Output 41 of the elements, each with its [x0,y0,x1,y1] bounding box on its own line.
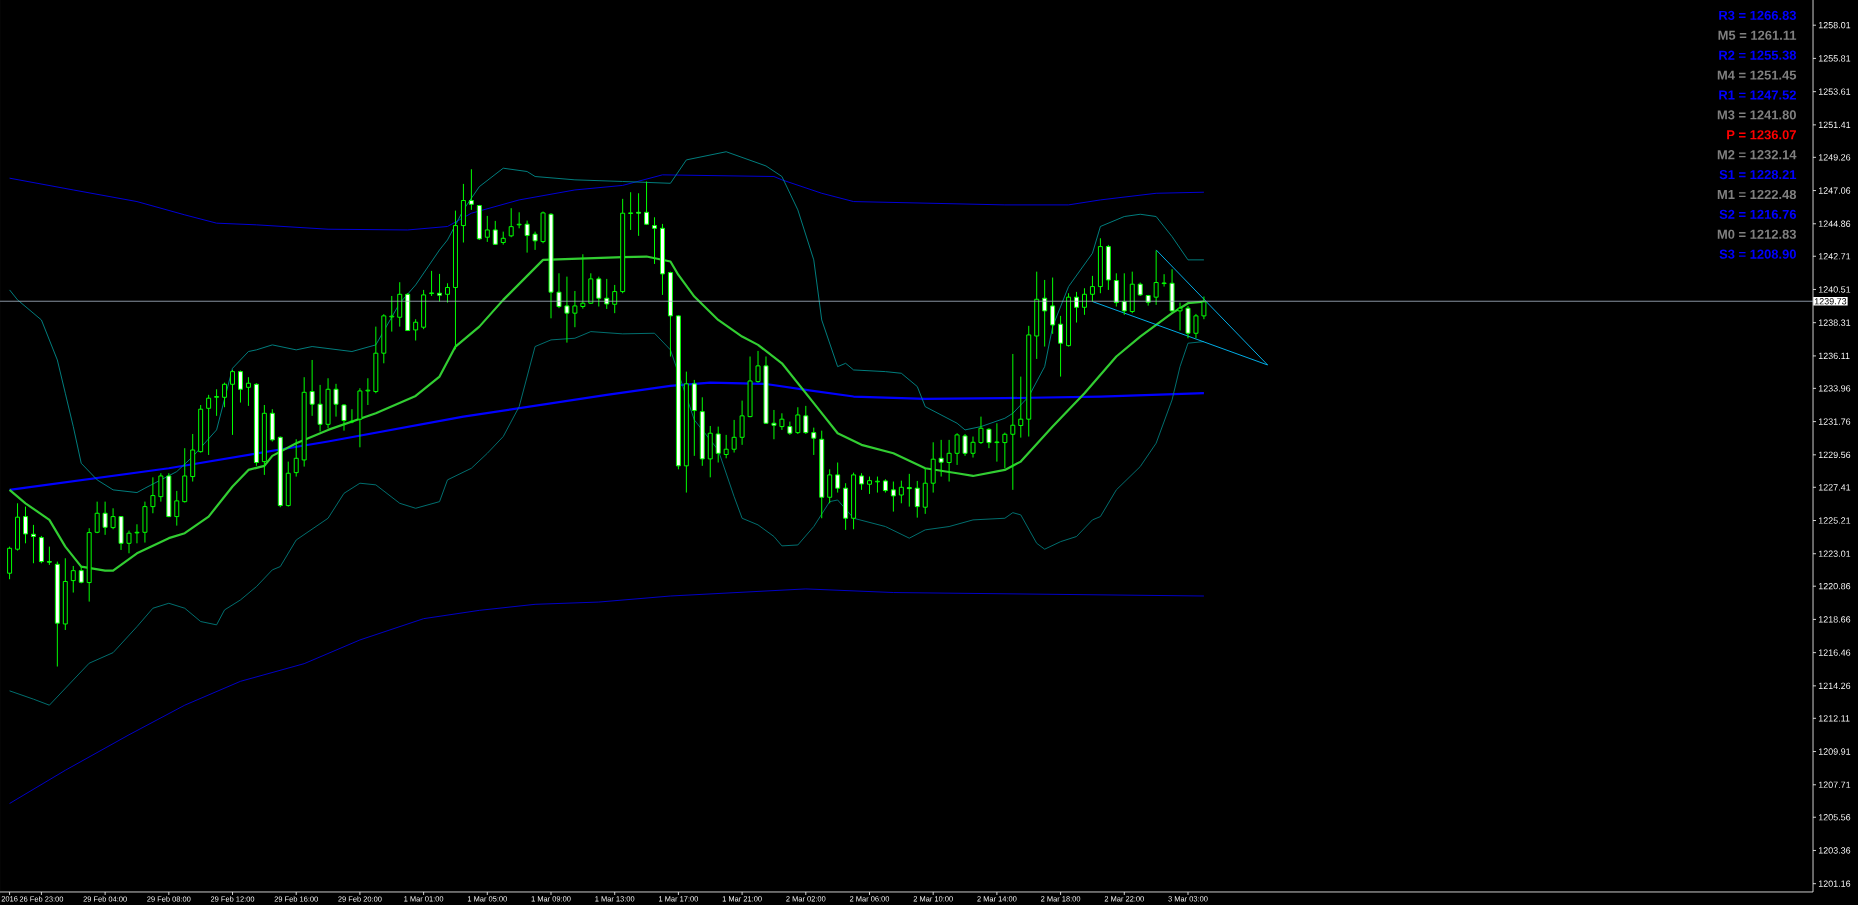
y-tick-label: 1225.21 [1818,517,1851,524]
y-tick-label: 1238.31 [1818,319,1851,326]
annotation: R3 = 1266.83 [1719,10,1797,20]
y-tick-label: 1201.16 [1818,880,1851,887]
y-tick-label: 1258.01 [1818,22,1851,29]
y-tick-label: 1253.61 [1818,88,1851,95]
annotation: S1 = 1228.21 [1719,169,1797,180]
y-tick-label: 1242.71 [1818,253,1851,260]
y-tick-label: 1229.56 [1818,451,1851,458]
annotation: R1 = 1247.52 [1719,90,1796,100]
y-tick-label: 1216.46 [1818,649,1851,656]
y-tick-label: 1205.56 [1818,814,1851,821]
annotation: R2 = 1255.38 [1719,50,1797,60]
y-tick-label: 1203.36 [1818,847,1851,854]
y-tick-label: 1249.26 [1818,154,1851,161]
annotation: M4 = 1251.45 [1717,70,1797,80]
y-tick-label: 1251.41 [1818,121,1851,129]
annotation: M5 = 1261.11 [1718,30,1797,40]
y-tick-label: 1247.06 [1818,187,1851,194]
annotation: P = 1236.07 [1727,130,1796,140]
y-tick-label: 1207.71 [1818,781,1851,788]
y-tick-label: 1223.01 [1818,550,1851,557]
y-tick-label: 1209.91 [1818,748,1851,755]
ref-line-label: 1239.73 [1814,298,1847,305]
y-tick-label: 1212.11 [1818,715,1850,722]
annotation: S3 = 1208.90 [1719,249,1796,259]
y-tick-label: 1255.81 [1818,55,1851,62]
annotation: M1 = 1222.48 [1717,189,1797,200]
y-tick-label: 1218.66 [1818,616,1851,623]
y-tick-label: 1220.86 [1818,583,1851,590]
annotation: M0 = 1212.83 [1717,229,1797,239]
y-tick-label: 1236.11 [1818,352,1850,360]
annotation: M3 = 1241.80 [1717,110,1796,120]
annotation: S2 = 1216.76 [1719,209,1797,219]
y-tick-label: 1244.86 [1818,220,1851,227]
y-tick-label: 1231.76 [1818,418,1851,425]
y-tick-label: 1214.26 [1818,682,1851,690]
y-tick-label: 1227.41 [1818,484,1851,491]
y-tick-label: 1240.51 [1818,286,1851,293]
y-tick-label: 1233.96 [1818,385,1851,392]
annotation: M2 = 1232.14 [1717,150,1797,160]
